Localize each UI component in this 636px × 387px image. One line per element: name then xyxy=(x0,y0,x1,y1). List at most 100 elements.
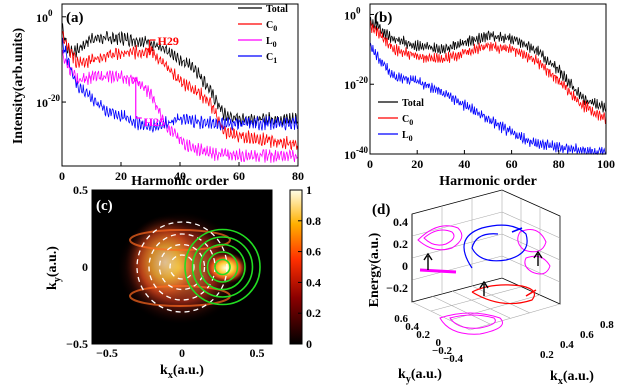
trajectory-projection-right xyxy=(517,229,551,275)
legend-label-c1: C1 xyxy=(266,52,277,65)
legend-main: L xyxy=(402,130,409,141)
legend-sub: 0 xyxy=(273,24,277,33)
panel-a-annotations: H29 H25 xyxy=(132,34,179,129)
panel-c-colorbar-ticks: 1 0.8 0.6 0.4 0.2 0 xyxy=(298,183,321,351)
panel-d-x-ticks: 0.2 0.4 0.6 0.8 xyxy=(540,319,614,361)
panel-c-heatmap xyxy=(118,212,261,324)
y-tick-label: −0.5 xyxy=(66,337,88,351)
green-circle xyxy=(191,236,254,298)
green-circle xyxy=(184,228,261,306)
y-tick-exponent: 0 xyxy=(356,5,361,15)
legend-label-total: Total xyxy=(402,98,424,109)
panel-c-y-ticks: 0.5 0 −0.5 xyxy=(66,183,96,351)
y-tick-label: 100 xyxy=(36,8,53,25)
panel-b-series xyxy=(369,17,607,156)
y-tick-label: 100 xyxy=(344,5,361,22)
legend-sub: 0 xyxy=(273,40,277,49)
colorbar-tick-label: 0.4 xyxy=(306,275,321,289)
y-tick-label: 0 xyxy=(436,337,442,349)
panel-a-series xyxy=(61,23,298,163)
y-tick-base: 10 xyxy=(344,78,356,92)
panel-b-x-ticks: 0 20 40 60 80 100 xyxy=(367,150,615,171)
panel-c-label: (c) xyxy=(96,198,113,214)
white-dashed-circle xyxy=(169,254,195,280)
y-tick-base: 10 xyxy=(344,148,356,162)
trajectory-projection-line xyxy=(419,268,457,274)
panel-a-label: (a) xyxy=(66,10,84,26)
annotation-h29: H29 xyxy=(158,34,179,48)
legend-main: C xyxy=(402,114,409,125)
panel-d-z-ticks: 0.4 0.2 0 −0.2 xyxy=(386,215,408,295)
x-tick-label: 0.2 xyxy=(540,349,554,361)
heatmap-hotspot xyxy=(204,252,248,284)
panel-c-ylabel: ky(a.u.) xyxy=(45,246,63,290)
x-tick-label: 60 xyxy=(506,157,518,171)
legend-label-l0: L0 xyxy=(402,130,413,143)
y-tick-label: 10-40 xyxy=(344,145,368,162)
y-tick-label: 0.2 xyxy=(416,329,430,341)
legend-main: Total xyxy=(266,4,288,15)
legend-label-c0: C0 xyxy=(266,20,277,33)
legend-sub: 0 xyxy=(409,118,413,127)
legend-main: L xyxy=(266,36,273,47)
y-tick-label: 0.5 xyxy=(73,183,88,197)
z-tick-label: 0.4 xyxy=(393,215,408,229)
x-tick-label: 0.8 xyxy=(600,319,614,331)
panel-d-y-ticks: 0.60.40.2 0−0.2−0.4 xyxy=(394,313,463,365)
panel-c-xlabel: kx(a.u.) xyxy=(160,363,204,381)
heatmap-left-lobe xyxy=(125,216,205,308)
annotation-h25: H25 xyxy=(144,115,165,129)
panel-b-xlabel: Harmonic order xyxy=(439,174,537,189)
annotation-arrow-h29 xyxy=(146,39,156,55)
panel-d-label: (d) xyxy=(372,202,390,218)
z-tick-label: −0.2 xyxy=(386,281,408,295)
x-tick-label: 0.5 xyxy=(250,346,265,360)
trajectory-red xyxy=(471,284,535,305)
panel-a-ylabel: Intensity(arb.units) xyxy=(11,28,26,145)
legend-sub: 1 xyxy=(273,56,277,65)
green-circle xyxy=(199,243,246,291)
trajectory-black-arrow-left xyxy=(423,252,433,270)
series-line-c0 xyxy=(61,30,298,151)
panel-d-ylabel: ky(a.u.) xyxy=(398,367,442,385)
green-circle xyxy=(214,258,231,276)
trajectory-projection-bottom xyxy=(439,312,503,335)
panel-c: (c) −0.5 0 0.5 0.50−0.5 kx(a.u.) ky(a.u.) … xyxy=(45,183,321,381)
legend-main: Total xyxy=(402,98,424,109)
legend-sub: 0 xyxy=(409,134,413,143)
x-tick-label: 80 xyxy=(292,169,304,183)
series-line-c1 xyxy=(61,37,298,134)
panel-b-frame xyxy=(369,3,607,155)
trajectory-blue xyxy=(463,224,528,269)
colorbar-tick-label: 0.8 xyxy=(306,214,321,228)
panel-b-label: (b) xyxy=(374,10,392,26)
legend-main: C xyxy=(266,52,273,63)
colorbar-tick-label: 1 xyxy=(306,183,312,197)
x-tick-label: 40 xyxy=(458,157,470,171)
y-tick-base: 10 xyxy=(344,8,356,22)
series-line-l0 xyxy=(369,42,607,156)
series-line-l0 xyxy=(61,49,298,163)
x-tick-label: 0 xyxy=(59,169,65,183)
x-tick-label: 0 xyxy=(367,157,373,171)
x-tick-label: 40 xyxy=(174,169,186,183)
colorbar-tick-label: 0.6 xyxy=(306,245,321,259)
x-tick-label: 0.4 xyxy=(560,339,574,351)
legend-main: C xyxy=(266,20,273,31)
panel-c-colorbar xyxy=(289,189,303,345)
trajectory-projection-left xyxy=(417,225,463,251)
y-tick-base: 10 xyxy=(36,96,48,110)
y-tick-label: 10-20 xyxy=(344,75,368,92)
y-tick-exponent: 0 xyxy=(48,8,53,18)
colorbar-tick-label: 0.2 xyxy=(306,306,321,320)
legend-label-total: Total xyxy=(266,4,288,15)
z-tick-label: 0.2 xyxy=(393,237,408,251)
trajectory-blue-arrow xyxy=(511,227,523,233)
legend-label-c0: C0 xyxy=(402,114,413,127)
